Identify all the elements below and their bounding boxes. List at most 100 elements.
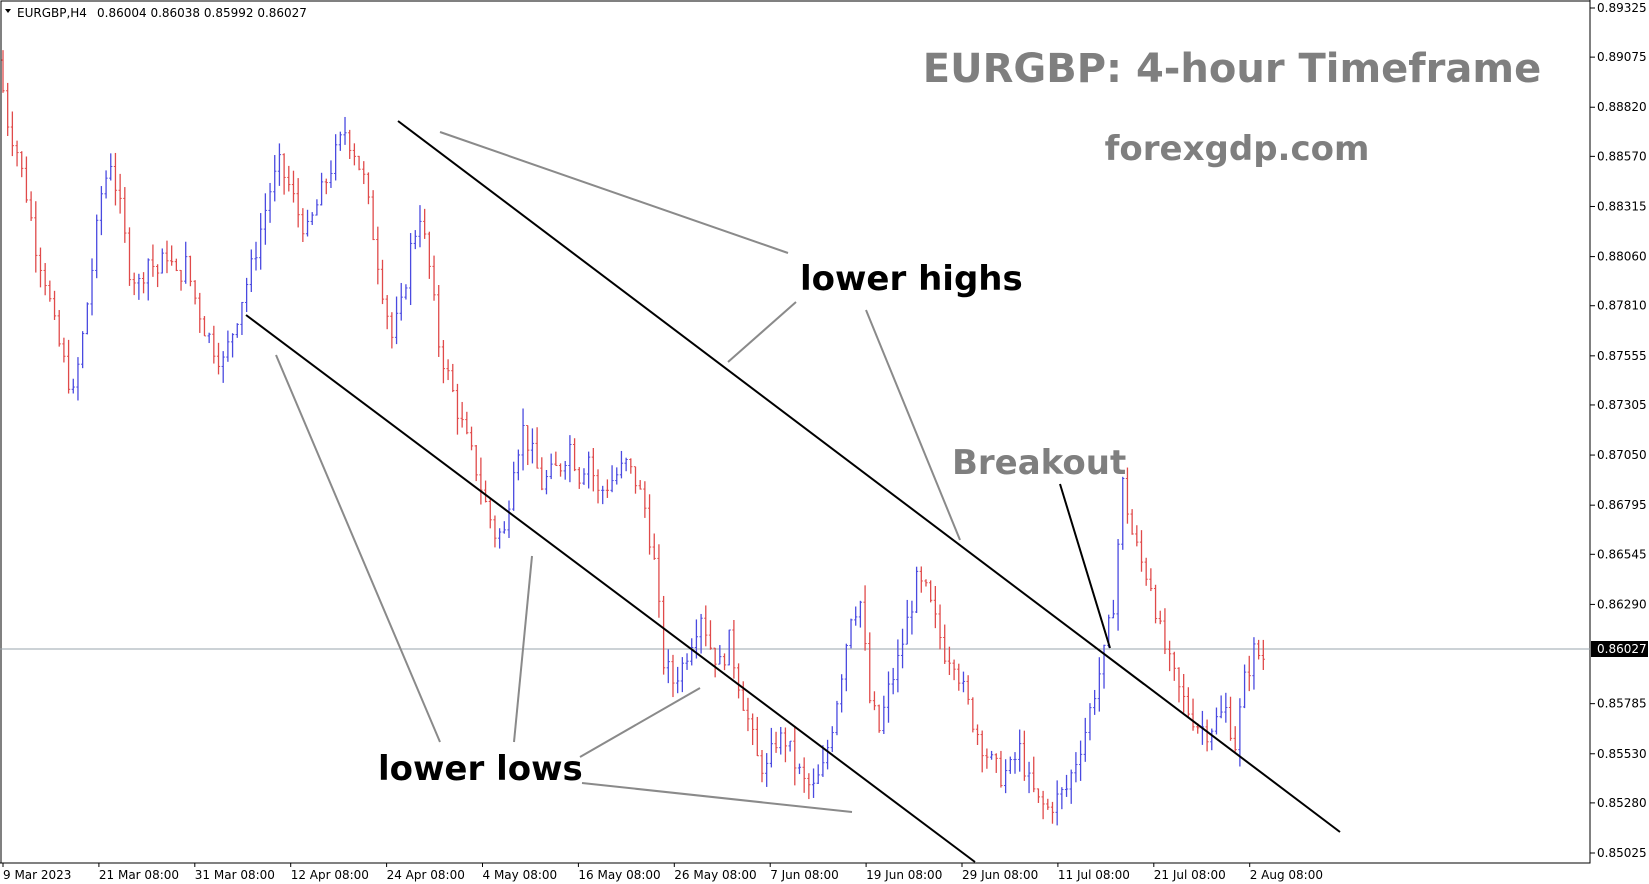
- candle: [1219, 695, 1223, 719]
- chart-menu-icon[interactable]: [5, 9, 11, 13]
- candle: [57, 310, 61, 347]
- candle: [1, 50, 5, 93]
- candle: [971, 697, 975, 733]
- candle: [549, 453, 553, 480]
- candle: [127, 227, 132, 286]
- candle: [156, 264, 160, 288]
- candle: [680, 657, 684, 693]
- candle: [188, 255, 193, 287]
- candle: [1214, 707, 1219, 735]
- candle: [507, 500, 511, 538]
- candle: [905, 599, 909, 645]
- candle: [493, 515, 497, 548]
- candle: [835, 700, 839, 736]
- y-tick-label: 0.88570: [1597, 149, 1647, 163]
- candle: [671, 654, 675, 698]
- y-tick-label: 0.86290: [1597, 597, 1647, 611]
- candle: [432, 255, 436, 301]
- candle: [301, 208, 305, 243]
- candle: [643, 481, 647, 518]
- candle: [718, 645, 722, 665]
- candle: [830, 726, 834, 753]
- y-tick-label: 0.87555: [1597, 349, 1647, 363]
- candle: [151, 244, 155, 277]
- candle: [282, 153, 286, 195]
- candle: [807, 773, 811, 800]
- candle: [409, 233, 413, 306]
- candle: [404, 284, 408, 300]
- candle: [858, 600, 862, 628]
- candle: [413, 230, 417, 250]
- candle: [919, 566, 923, 593]
- candle: [624, 457, 628, 472]
- candle: [779, 726, 783, 755]
- candle: [638, 480, 642, 490]
- candle: [109, 153, 113, 181]
- candle: [1139, 530, 1144, 572]
- candle: [568, 435, 572, 483]
- candle: [81, 331, 85, 369]
- candle: [1008, 756, 1012, 774]
- candle: [71, 378, 75, 394]
- candle: [708, 620, 713, 650]
- candle: [212, 325, 216, 364]
- candle: [20, 151, 24, 178]
- candle: [1074, 752, 1078, 783]
- y-axis-ticks: 0.89325 0.89075 0.88820 0.88570 0.88315 0.880…: [1590, 1, 1647, 860]
- candle: [619, 450, 624, 479]
- candle: [825, 739, 830, 770]
- y-tick-label: 0.86545: [1597, 547, 1647, 561]
- candle: [254, 241, 258, 271]
- candle: [1064, 774, 1069, 797]
- candle: [141, 272, 146, 294]
- candle: [451, 363, 455, 393]
- candle: [1224, 692, 1228, 723]
- y-tick-label: 0.88060: [1597, 250, 1647, 264]
- lower-trendline[interactable]: [245, 314, 976, 863]
- x-tick-label: 24 Apr 08:00: [387, 868, 465, 882]
- candle: [961, 671, 966, 693]
- candles-layer: [1, 50, 1265, 826]
- candle: [334, 134, 338, 181]
- candle: [1177, 667, 1181, 703]
- current-price-tag: [1591, 641, 1648, 657]
- candle: [774, 731, 778, 753]
- candle: [170, 245, 174, 266]
- candle: [943, 624, 947, 664]
- x-tick-label: 7 Jun 08:00: [770, 868, 839, 882]
- candle: [329, 160, 333, 188]
- candle: [1168, 640, 1172, 672]
- candle: [113, 152, 118, 206]
- candle: [488, 498, 492, 529]
- candle: [479, 457, 483, 505]
- chart-symbol-label: EURGBP,H4: [17, 6, 87, 20]
- upper-trendline[interactable]: [397, 120, 1341, 833]
- candle: [6, 82, 10, 136]
- candle: [221, 351, 225, 383]
- candle: [1083, 717, 1087, 762]
- y-tick-label: 0.87050: [1597, 448, 1647, 462]
- pointer-line: [513, 555, 533, 743]
- pointer-line: [579, 687, 701, 758]
- candle: [366, 172, 371, 205]
- candle: [577, 467, 581, 489]
- candle: [343, 116, 347, 145]
- candle: [240, 301, 244, 336]
- candle: [685, 653, 689, 670]
- pointer-line: [581, 782, 853, 813]
- candle: [980, 730, 984, 773]
- annotation-lower-highs: lower highs: [800, 259, 1023, 299]
- y-tick-label: 0.85785: [1597, 697, 1647, 711]
- candle: [732, 619, 736, 679]
- candle: [352, 143, 356, 166]
- candle: [793, 726, 797, 786]
- x-tick-label: 11 Jul 08:00: [1058, 868, 1130, 882]
- candle: [690, 638, 694, 666]
- candle: [441, 340, 446, 384]
- candle: [207, 332, 211, 344]
- candle: [245, 277, 249, 313]
- candle: [1125, 467, 1130, 524]
- candle: [1111, 599, 1115, 619]
- candle: [582, 468, 586, 485]
